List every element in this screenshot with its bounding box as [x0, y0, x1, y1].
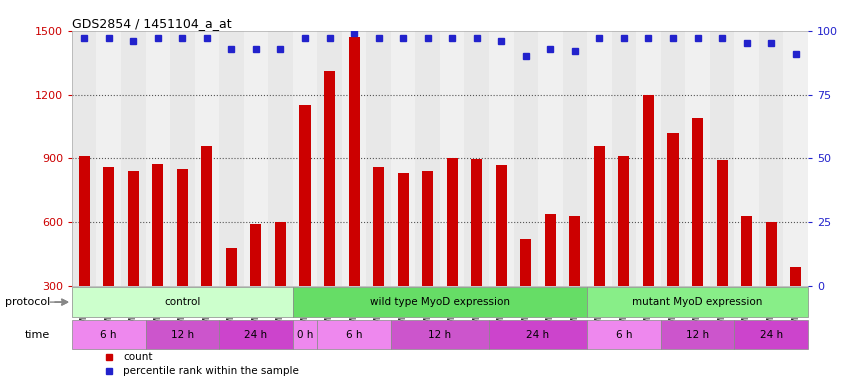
- Bar: [373, 167, 384, 350]
- Text: 12 h: 12 h: [686, 329, 709, 339]
- Bar: [415, 31, 440, 286]
- Bar: [514, 31, 538, 286]
- Bar: [195, 31, 219, 286]
- Bar: [128, 171, 139, 350]
- Bar: [342, 31, 366, 286]
- Bar: [587, 31, 612, 286]
- Bar: [563, 31, 587, 286]
- Bar: [219, 31, 244, 286]
- Bar: [618, 156, 629, 350]
- Text: GDS2854 / 1451104_a_at: GDS2854 / 1451104_a_at: [72, 17, 232, 30]
- Bar: [268, 31, 293, 286]
- Bar: [741, 216, 752, 350]
- Bar: [422, 171, 433, 350]
- Bar: [520, 239, 531, 350]
- Bar: [79, 156, 90, 350]
- Bar: [759, 31, 783, 286]
- Bar: [569, 216, 580, 350]
- FancyBboxPatch shape: [146, 320, 219, 349]
- Bar: [226, 248, 237, 350]
- Text: control: control: [164, 297, 201, 307]
- Bar: [391, 31, 415, 286]
- Text: 12 h: 12 h: [171, 329, 194, 339]
- Text: mutant MyoD expression: mutant MyoD expression: [632, 297, 763, 307]
- Bar: [275, 222, 286, 350]
- Bar: [661, 31, 685, 286]
- FancyBboxPatch shape: [72, 320, 146, 349]
- Bar: [244, 31, 268, 286]
- Bar: [146, 31, 170, 286]
- FancyBboxPatch shape: [317, 320, 391, 349]
- Text: 24 h: 24 h: [244, 329, 267, 339]
- Bar: [103, 167, 114, 350]
- Bar: [790, 267, 801, 350]
- Bar: [299, 105, 310, 350]
- Bar: [366, 31, 391, 286]
- Text: 0 h: 0 h: [297, 329, 313, 339]
- Text: count: count: [124, 352, 153, 362]
- Bar: [636, 31, 661, 286]
- Bar: [667, 133, 678, 350]
- FancyBboxPatch shape: [293, 288, 587, 317]
- FancyBboxPatch shape: [489, 320, 587, 349]
- FancyBboxPatch shape: [587, 288, 808, 317]
- Bar: [72, 31, 96, 286]
- Bar: [464, 31, 489, 286]
- FancyBboxPatch shape: [219, 320, 293, 349]
- Bar: [489, 31, 514, 286]
- Text: wild type MyoD expression: wild type MyoD expression: [370, 297, 510, 307]
- Bar: [170, 31, 195, 286]
- Bar: [293, 31, 317, 286]
- Text: 6 h: 6 h: [101, 329, 117, 339]
- Bar: [324, 71, 335, 350]
- Text: 24 h: 24 h: [526, 329, 550, 339]
- Bar: [177, 169, 188, 350]
- Bar: [710, 31, 734, 286]
- Text: 6 h: 6 h: [346, 329, 362, 339]
- Bar: [471, 159, 482, 350]
- FancyBboxPatch shape: [734, 320, 808, 349]
- Bar: [496, 165, 507, 350]
- FancyBboxPatch shape: [72, 288, 293, 317]
- Bar: [545, 214, 556, 350]
- Bar: [152, 164, 163, 350]
- Bar: [317, 31, 342, 286]
- FancyBboxPatch shape: [391, 320, 489, 349]
- Bar: [250, 224, 261, 350]
- Bar: [734, 31, 759, 286]
- Bar: [692, 118, 703, 350]
- Bar: [783, 31, 808, 286]
- Bar: [538, 31, 563, 286]
- Bar: [447, 158, 458, 350]
- Bar: [96, 31, 121, 286]
- FancyBboxPatch shape: [587, 320, 661, 349]
- Text: 12 h: 12 h: [428, 329, 452, 339]
- Text: 24 h: 24 h: [760, 329, 783, 339]
- Bar: [717, 161, 728, 350]
- Bar: [685, 31, 710, 286]
- FancyBboxPatch shape: [293, 320, 317, 349]
- Text: protocol: protocol: [4, 297, 50, 307]
- Text: time: time: [25, 329, 50, 339]
- Text: 6 h: 6 h: [616, 329, 632, 339]
- Bar: [349, 37, 360, 350]
- Bar: [440, 31, 464, 286]
- Bar: [766, 222, 777, 350]
- Bar: [594, 146, 605, 350]
- Text: percentile rank within the sample: percentile rank within the sample: [124, 366, 299, 376]
- Bar: [121, 31, 146, 286]
- FancyBboxPatch shape: [661, 320, 734, 349]
- Bar: [643, 94, 654, 350]
- Bar: [201, 146, 212, 350]
- Bar: [612, 31, 636, 286]
- Bar: [398, 173, 409, 350]
